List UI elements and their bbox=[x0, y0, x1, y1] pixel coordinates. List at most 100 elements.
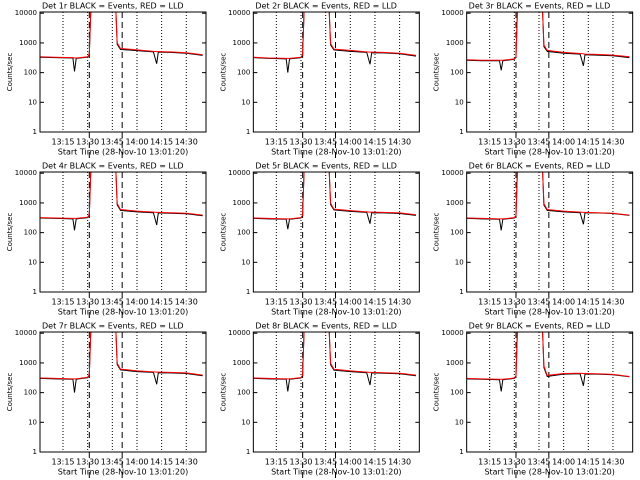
x-tick-label: 14:30 bbox=[388, 458, 411, 467]
x-tick-label: 13:45 bbox=[314, 458, 337, 467]
x-axis-label: Start Time (28-Nov-10 13:01:20) bbox=[271, 468, 401, 477]
y-tick-label: 10000 bbox=[441, 9, 463, 17]
y-tick-label: 100 bbox=[450, 389, 463, 397]
x-tick-label: 13:15 bbox=[51, 138, 74, 147]
x-axis-label: Start Time (28-Nov-10 13:01:20) bbox=[271, 148, 401, 157]
y-tick-label: 10000 bbox=[441, 169, 463, 177]
x-axis-label: Start Time (28-Nov-10 13:01:20) bbox=[58, 308, 188, 317]
x-tick-label: 13:30 bbox=[503, 138, 526, 147]
panel-title: Det 8r BLACK = Events, RED = LLD bbox=[255, 322, 397, 331]
plot-frame bbox=[39, 171, 207, 293]
y-tick-label: 10 bbox=[241, 98, 250, 106]
x-tick-label: 14:00 bbox=[339, 138, 362, 147]
x-axis-label: Start Time (28-Nov-10 13:01:20) bbox=[271, 308, 401, 317]
series-line bbox=[466, 332, 630, 380]
plot-frame bbox=[252, 171, 420, 293]
y-tick-label: 10000 bbox=[228, 169, 250, 177]
x-tick-label: 14:30 bbox=[388, 298, 411, 307]
x-tick-label: 14:15 bbox=[577, 298, 600, 307]
x-tick-label: 13:30 bbox=[76, 298, 99, 307]
y-tick-label: 1000 bbox=[233, 199, 251, 207]
x-axis-label: Start Time (28-Nov-10 13:01:20) bbox=[484, 308, 614, 317]
y-tick-label: 10 bbox=[455, 418, 464, 426]
x-tick-label: 14:15 bbox=[150, 138, 173, 147]
x-tick-label: 14:30 bbox=[601, 298, 624, 307]
x-tick-label: 13:45 bbox=[314, 298, 337, 307]
y-axis-label: Counts/sec bbox=[433, 373, 441, 412]
series-line bbox=[466, 12, 630, 61]
x-tick-label: 14:00 bbox=[125, 298, 148, 307]
y-tick-label: 1 bbox=[246, 448, 250, 456]
x-axis-label: Start Time (28-Nov-10 13:01:20) bbox=[484, 468, 614, 477]
plot-frame bbox=[466, 11, 634, 133]
y-tick-label: 100 bbox=[24, 389, 37, 397]
y-tick-label: 1000 bbox=[446, 39, 464, 47]
x-tick-label: 14:00 bbox=[125, 458, 148, 467]
y-axis-label: Counts/sec bbox=[219, 373, 227, 412]
panel-title: Det 1r BLACK = Events, RED = LLD bbox=[42, 2, 184, 11]
x-tick-label: 13:30 bbox=[289, 138, 312, 147]
x-tick-label: 13:45 bbox=[101, 138, 124, 147]
x-tick-label: 13:30 bbox=[503, 458, 526, 467]
y-tick-label: 100 bbox=[450, 229, 463, 237]
x-tick-label: 13:30 bbox=[289, 458, 312, 467]
y-tick-label: 1000 bbox=[19, 359, 37, 367]
y-axis-label: Counts/sec bbox=[433, 213, 441, 252]
y-tick-label: 10 bbox=[28, 98, 37, 106]
x-tick-label: 14:00 bbox=[552, 298, 575, 307]
plot-frame bbox=[252, 331, 420, 453]
y-tick-label: 1 bbox=[33, 448, 37, 456]
y-tick-label: 10000 bbox=[15, 329, 37, 337]
x-axis-label: Start Time (28-Nov-10 13:01:20) bbox=[58, 468, 188, 477]
y-tick-label: 10 bbox=[28, 258, 37, 266]
y-axis-label: Counts/sec bbox=[6, 373, 14, 412]
plot-frame bbox=[466, 331, 634, 453]
y-axis-label: Counts/sec bbox=[6, 213, 14, 252]
x-tick-label: 13:15 bbox=[478, 458, 501, 467]
x-tick-label: 13:30 bbox=[503, 298, 526, 307]
x-tick-label: 13:30 bbox=[76, 138, 99, 147]
y-tick-label: 1000 bbox=[19, 39, 37, 47]
y-tick-label: 10000 bbox=[441, 329, 463, 337]
y-tick-label: 1000 bbox=[233, 359, 251, 367]
x-tick-label: 14:00 bbox=[339, 458, 362, 467]
x-tick-label: 13:45 bbox=[101, 458, 124, 467]
x-tick-label: 14:30 bbox=[601, 458, 624, 467]
y-tick-label: 100 bbox=[237, 389, 250, 397]
panel-title: Det 6r BLACK = Events, RED = LLD bbox=[469, 162, 611, 171]
y-tick-label: 10 bbox=[28, 418, 37, 426]
y-tick-label: 100 bbox=[24, 69, 37, 77]
y-axis-label: Counts/sec bbox=[219, 53, 227, 92]
y-tick-label: 10 bbox=[241, 418, 250, 426]
x-tick-label: 13:15 bbox=[478, 138, 501, 147]
x-tick-label: 14:15 bbox=[363, 138, 386, 147]
plot-frame bbox=[466, 171, 634, 293]
y-tick-label: 1 bbox=[33, 288, 37, 296]
x-tick-label: 14:15 bbox=[577, 138, 600, 147]
y-tick-label: 1 bbox=[459, 128, 463, 136]
x-tick-label: 13:30 bbox=[289, 298, 312, 307]
y-tick-label: 100 bbox=[450, 69, 463, 77]
series-line bbox=[40, 172, 203, 219]
series-line bbox=[40, 332, 203, 380]
x-tick-label: 13:15 bbox=[478, 298, 501, 307]
x-tick-label: 14:30 bbox=[388, 138, 411, 147]
x-tick-label: 14:30 bbox=[175, 138, 198, 147]
y-tick-label: 1 bbox=[459, 448, 463, 456]
series-line bbox=[466, 172, 630, 220]
panel-title: Det 9r BLACK = Events, RED = LLD bbox=[469, 322, 611, 331]
y-tick-label: 10000 bbox=[228, 329, 250, 337]
y-tick-label: 10 bbox=[241, 258, 250, 266]
y-tick-label: 1000 bbox=[19, 199, 37, 207]
y-tick-label: 10000 bbox=[228, 9, 250, 17]
panel-title: Det 7r BLACK = Events, RED = LLD bbox=[42, 322, 184, 331]
y-tick-label: 10 bbox=[455, 258, 464, 266]
panel-title: Det 2r BLACK = Events, RED = LLD bbox=[255, 2, 397, 11]
panel-title: Det 4r BLACK = Events, RED = LLD bbox=[42, 162, 184, 171]
x-axis-label: Start Time (28-Nov-10 13:01:20) bbox=[58, 148, 188, 157]
panel-title: Det 3r BLACK = Events, RED = LLD bbox=[469, 2, 611, 11]
y-tick-label: 1 bbox=[459, 288, 463, 296]
y-tick-label: 10000 bbox=[15, 9, 37, 17]
x-tick-label: 14:00 bbox=[125, 138, 148, 147]
